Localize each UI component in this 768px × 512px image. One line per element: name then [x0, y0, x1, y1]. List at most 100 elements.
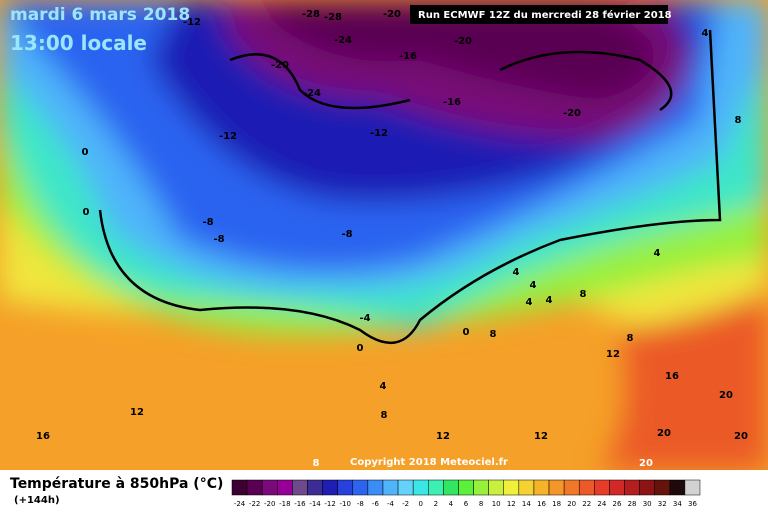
- contour-label: 16: [36, 431, 50, 442]
- date: mardi 6 mars 2018: [10, 5, 190, 25]
- contour-label: -12: [370, 128, 388, 139]
- colorbar-cell: [277, 479, 293, 496]
- colorbar-cell: [533, 479, 550, 496]
- colorbar-cell: [563, 479, 580, 496]
- colorbar-label: 0: [418, 500, 422, 508]
- colorbar-cell: [669, 479, 686, 496]
- colorbar-cell: [231, 479, 248, 496]
- colorbar-label: 30: [643, 500, 652, 508]
- colorbar-cell: [458, 479, 474, 496]
- colorbar-label: -16: [294, 500, 306, 508]
- contour-label: -20: [383, 9, 401, 20]
- colorbar-label: 2: [434, 500, 438, 508]
- colorbar-cell: [367, 479, 384, 496]
- colorbar-cell: [261, 479, 278, 496]
- contour-label: -24: [303, 88, 321, 99]
- colorbar-cell: [443, 479, 459, 496]
- colorbar-label: 16: [537, 500, 546, 508]
- contour-label: 8: [313, 458, 320, 469]
- map: -12 -28 -28 -20 -24 -20 -16 -20 -24 -16 -20 -12 -12 0…: [0, 0, 768, 470]
- colorbar-label: 28: [628, 500, 637, 508]
- colorbar-label: 18: [552, 500, 561, 508]
- contour-label: 20: [719, 390, 733, 401]
- colorbar-cell: [639, 479, 655, 496]
- colorbar-cell: [307, 479, 323, 496]
- contour-label: -12: [219, 131, 237, 142]
- contour-label: -16: [399, 51, 417, 62]
- copyright: Copyright 2018 Meteociel.fr: [350, 457, 508, 468]
- contour-label: 0: [463, 327, 470, 338]
- colorbar-cell: [428, 479, 444, 496]
- contour-label: 8: [735, 115, 742, 126]
- colorbar-cell: [518, 479, 535, 496]
- contour-label: 0: [357, 343, 364, 354]
- colorbar-label: 4: [449, 500, 454, 508]
- colorbar-label: -14: [309, 500, 321, 508]
- contour-label: 20: [734, 431, 748, 442]
- contour-label: -20: [454, 36, 472, 47]
- contour-label: 4: [513, 267, 520, 278]
- contour-label: 12: [606, 349, 620, 360]
- contour-label: 8: [627, 333, 634, 344]
- colorbar-label: -10: [340, 500, 351, 508]
- colorbar-label: 32: [658, 500, 667, 508]
- colorbar-cell: [473, 479, 489, 496]
- colorbar-label: -20: [264, 500, 275, 508]
- contour-label: 4: [546, 295, 553, 306]
- colorbar-cell: [412, 479, 429, 496]
- colorbar-label: -2: [402, 500, 409, 508]
- colorbar-cell: [337, 479, 354, 496]
- colorbar-cell: [488, 479, 504, 496]
- colorbar-cell: [609, 479, 625, 496]
- contour-label: -28: [324, 12, 342, 23]
- colorbar-cell: [397, 479, 414, 496]
- colorbar-label: 20: [567, 500, 576, 508]
- contour-label: 8: [490, 329, 497, 340]
- contour-label: -12: [183, 17, 201, 28]
- colorbar-label: 22: [582, 500, 591, 508]
- contour-label: 12: [534, 431, 548, 442]
- contour-label: 0: [83, 207, 90, 218]
- contour-label: 16: [665, 371, 679, 382]
- colorbar-label: -6: [372, 500, 380, 508]
- contour-label: -8: [213, 234, 224, 245]
- colorbar-label: -24: [234, 500, 246, 508]
- colorbar-cell: [246, 479, 263, 496]
- colorbar-label: 24: [597, 500, 606, 508]
- colorbar-label: 6: [464, 500, 469, 508]
- colorbar-cell: [578, 479, 595, 496]
- colorbar-label: -12: [324, 500, 335, 508]
- contour-label: 0: [82, 147, 89, 158]
- contour-label: 4: [654, 248, 661, 259]
- colorbar-label: 12: [507, 500, 516, 508]
- colorbar-cell: [684, 479, 701, 496]
- colorbar-cell: [503, 479, 520, 496]
- colorbar-cell: [624, 479, 640, 496]
- contour-label: 4: [380, 381, 387, 392]
- legend-title: Température à 850hPa (°C): [10, 476, 223, 492]
- colorbar-label: -22: [249, 500, 260, 508]
- colorbar-label: -4: [387, 500, 395, 508]
- contour-label: -8: [202, 217, 213, 228]
- colorbar-label: 34: [673, 500, 682, 508]
- contour-label: 8: [381, 410, 388, 421]
- contour-label: 12: [436, 431, 450, 442]
- contour-label: -4: [359, 313, 370, 324]
- contour-label: 12: [130, 407, 144, 418]
- contour-label: 20: [657, 428, 671, 439]
- colorbar-label: 10: [492, 500, 501, 508]
- colorbar-cell: [292, 479, 308, 496]
- contour-label: 8: [580, 289, 587, 300]
- colorbar-cell: [654, 479, 671, 496]
- contour-label: -20: [271, 60, 289, 71]
- colorbar: -24 -22 -20 -18 -16 -14 -12 -10 -8 -6 -4 -2 0 2 4 6 8 10 1…: [231, 479, 701, 508]
- contour-label: 20: [639, 458, 653, 469]
- contour-label: 4: [530, 280, 537, 291]
- contour-label: -8: [341, 229, 352, 240]
- lead-time: (+144h): [14, 495, 60, 506]
- run-box: [410, 5, 668, 24]
- colorbar-cell: [352, 479, 369, 496]
- colorbar-label: 14: [522, 500, 531, 508]
- contour-label: -20: [563, 108, 581, 119]
